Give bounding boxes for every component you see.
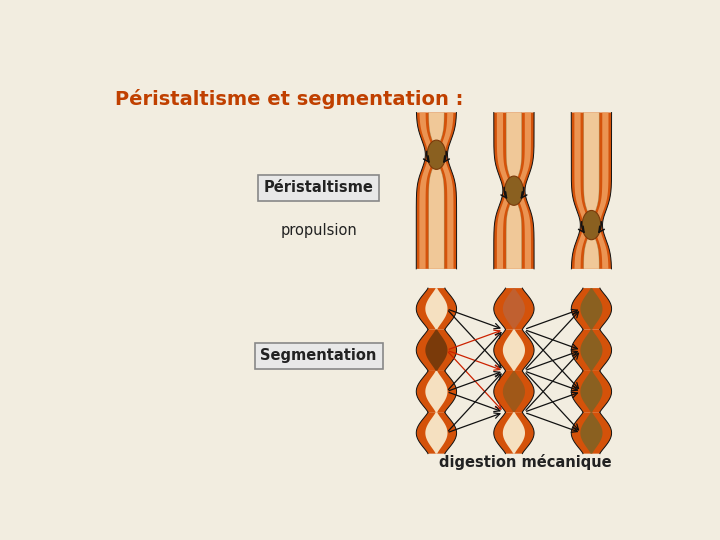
Text: propulsion: propulsion (280, 223, 357, 238)
Polygon shape (580, 329, 603, 371)
Polygon shape (503, 412, 525, 454)
Polygon shape (416, 329, 456, 371)
Polygon shape (416, 288, 456, 329)
Polygon shape (494, 371, 534, 412)
Polygon shape (580, 371, 603, 412)
Text: Segmentation: Segmentation (261, 348, 377, 363)
Polygon shape (580, 412, 603, 454)
Polygon shape (595, 112, 608, 269)
Polygon shape (426, 412, 448, 454)
Polygon shape (426, 371, 448, 412)
Polygon shape (571, 112, 611, 269)
Polygon shape (503, 329, 525, 371)
Polygon shape (517, 112, 531, 269)
Polygon shape (497, 112, 511, 269)
Polygon shape (571, 288, 611, 329)
Polygon shape (426, 288, 448, 329)
Polygon shape (428, 112, 444, 269)
Text: Péristaltisme et segmentation :: Péristaltisme et segmentation : (114, 90, 463, 110)
Polygon shape (503, 288, 525, 329)
Polygon shape (571, 412, 611, 454)
Ellipse shape (582, 211, 600, 240)
Polygon shape (494, 329, 534, 371)
Text: Péristaltisme: Péristaltisme (264, 180, 374, 195)
Polygon shape (575, 112, 588, 269)
Polygon shape (494, 412, 534, 454)
Polygon shape (416, 112, 456, 269)
Polygon shape (580, 288, 603, 329)
Polygon shape (416, 412, 456, 454)
Text: digestion mécanique: digestion mécanique (439, 454, 612, 470)
Polygon shape (494, 288, 534, 329)
Polygon shape (571, 371, 611, 412)
Polygon shape (426, 329, 448, 371)
Polygon shape (506, 112, 522, 269)
Polygon shape (416, 371, 456, 412)
Polygon shape (503, 371, 525, 412)
Polygon shape (494, 112, 534, 269)
Polygon shape (584, 112, 599, 269)
Polygon shape (439, 112, 454, 269)
Ellipse shape (505, 176, 523, 205)
Ellipse shape (427, 140, 446, 170)
Polygon shape (419, 112, 433, 269)
Polygon shape (571, 329, 611, 371)
